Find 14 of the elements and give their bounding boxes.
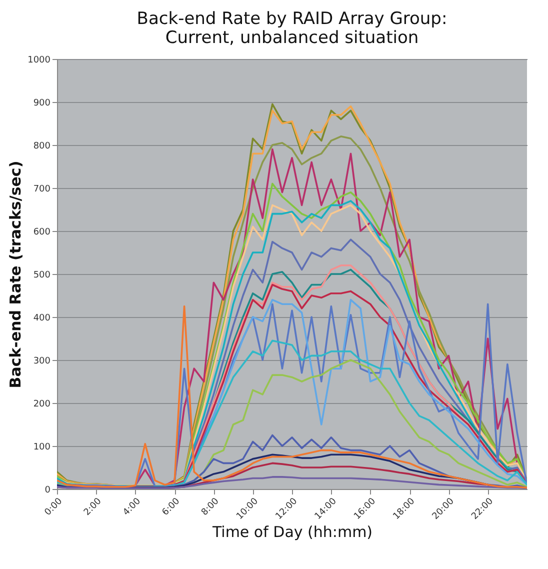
y-axis-title: Back-end Rate (tracks/sec) [6, 160, 25, 388]
y-tick-label: 800 [33, 142, 51, 152]
chart-title: Back-end Rate by RAID Array Group: Current, unbalanced situation [136, 9, 448, 48]
y-tick-label: 100 [33, 442, 51, 452]
y-tick-label: 600 [33, 228, 51, 238]
y-tick-label: 700 [33, 184, 51, 194]
y-tick-label: 900 [33, 98, 51, 108]
y-tick-label: 1000 [28, 56, 51, 66]
x-axis-title: Time of Day (hh:mm) [211, 523, 373, 542]
y-tick-label: 400 [33, 314, 51, 324]
y-tick-label: 0 [44, 486, 51, 496]
y-tick-label: 500 [33, 270, 51, 280]
y-tick-label: 300 [33, 356, 51, 366]
y-tick-label: 200 [33, 400, 51, 410]
